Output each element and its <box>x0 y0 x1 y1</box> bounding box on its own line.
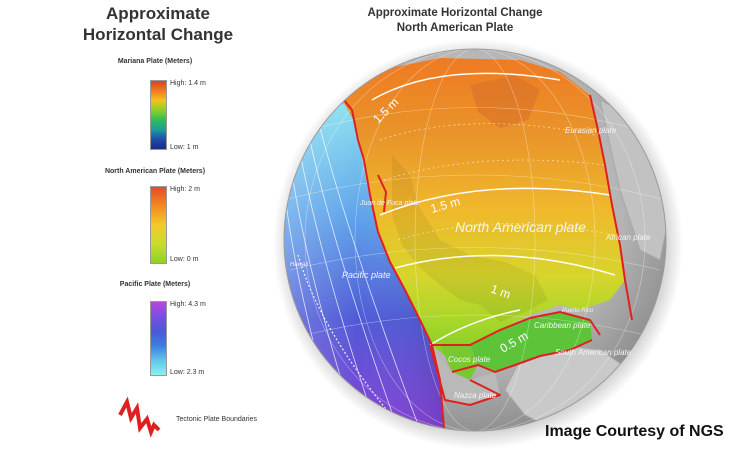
south-american-plate-label: South American plate <box>555 348 632 357</box>
nazca-plate-label: Nazca plate <box>454 391 497 400</box>
mariana-low-label: Low: 1 m <box>170 144 199 151</box>
map-title-line2: North American Plate <box>396 22 514 34</box>
north-american-legend-label: North American Plate (Meters) <box>104 168 206 175</box>
contour-label-3: 1 m <box>489 282 513 302</box>
legend-title: Approximate Horizontal Change <box>82 4 234 44</box>
cocos-plate-label: Cocos plate <box>448 355 491 364</box>
caribbean-plate-label: Caribbean plate <box>534 321 591 330</box>
north-american-plate-label: North American plate <box>455 219 586 235</box>
globe-rim <box>283 48 667 432</box>
pacific-plate-label: Pacific plate <box>342 270 391 280</box>
us-landmass <box>392 155 548 322</box>
caribbean-plate <box>470 312 592 372</box>
graticule <box>284 49 666 431</box>
pacific-legend-label: Pacific Plate (Meters) <box>119 281 191 288</box>
pacific-low-label: Low: 2.3 m <box>170 369 205 376</box>
cocos-plate <box>430 345 500 405</box>
map-title-line1: Approximate Horizontal Change <box>367 7 543 19</box>
north-american-color-ramp <box>150 186 167 264</box>
plate-boundaries <box>339 94 633 431</box>
tectonic-boundary-icon <box>118 396 161 438</box>
hawaii-label: Hawaii <box>290 262 309 268</box>
greenland <box>470 75 540 128</box>
north-american-low-label: Low: 0 m <box>170 256 199 263</box>
mariana-legend-label: Mariana Plate (Meters) <box>117 58 193 65</box>
puerto-rico-label: Puerto Rico <box>562 308 594 314</box>
tectonic-boundary-label: Tectonic Plate Boundaries <box>176 416 257 423</box>
map-title: Approximate Horizontal Change North Amer… <box>330 6 580 36</box>
north-american-plate <box>340 58 625 360</box>
eurasian-plate-label: Eurasian plate <box>565 126 617 135</box>
pacific-color-ramp <box>150 301 167 376</box>
mariana-color-ramp <box>150 80 167 150</box>
mariana-high-label: High: 1.4 m <box>170 80 206 87</box>
pacific-high-label: High: 4.3 m <box>170 301 206 308</box>
african-plate-label: African plate <box>605 233 651 242</box>
image-credit: Image Courtesy of NGS <box>545 423 724 440</box>
north-american-high-label: High: 2 m <box>170 186 200 193</box>
juan-de-fuca-plate-label: Juan de Fuca plate <box>359 200 420 207</box>
na-contours <box>371 72 616 346</box>
